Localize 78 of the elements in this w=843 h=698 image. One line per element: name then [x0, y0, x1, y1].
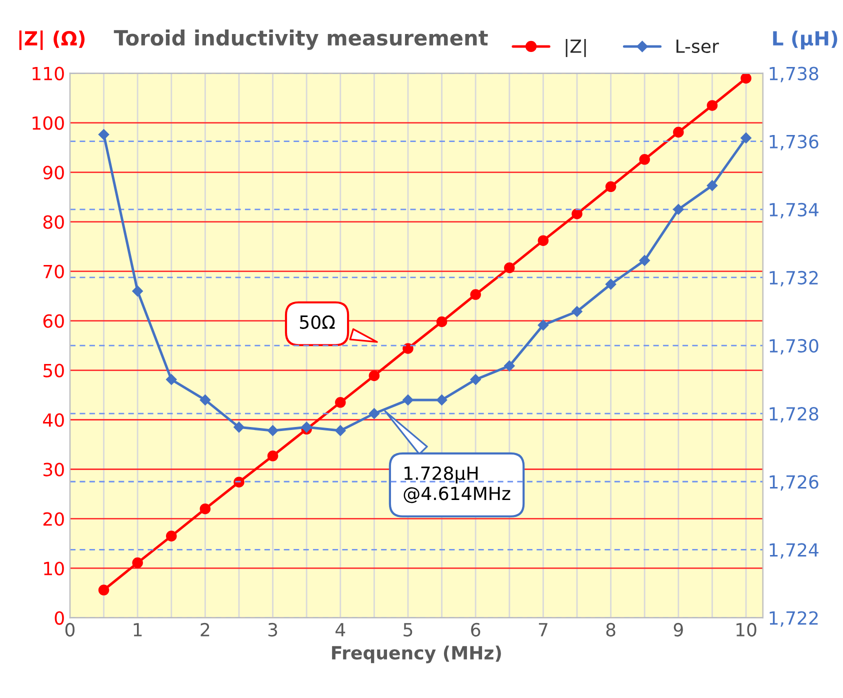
y2-tick-label: 1,730: [770, 338, 818, 354]
point: [234, 422, 244, 433]
y2-tick-label: 1,736: [770, 134, 818, 150]
point: [740, 132, 752, 144]
point: [402, 343, 414, 354]
point: [572, 208, 582, 220]
point: [436, 394, 448, 406]
y-tick-label: 70: [44, 264, 64, 278]
x-tick-label: 2: [200, 622, 210, 636]
y-tick-label: 40: [43, 413, 64, 427]
point: [166, 530, 177, 542]
x-tick-label: 1: [134, 623, 142, 636]
annotation: 50Ω: [300, 315, 335, 329]
point: [234, 476, 244, 488]
y-tick-label: 80: [43, 215, 64, 229]
point: [538, 320, 549, 331]
annotation: 1.728µH @4.614MHz: [404, 466, 510, 504]
x-tick-label: 4: [336, 623, 346, 636]
point: [402, 394, 414, 406]
x-tick-label: 8: [606, 622, 616, 637]
y2-tick-label: 1,734: [770, 202, 818, 218]
point: [335, 397, 346, 408]
point: [368, 408, 380, 419]
point: [470, 289, 481, 300]
y-tick-label: 20: [43, 512, 64, 526]
legend-label: |Z|: [566, 38, 586, 58]
y2-tick-label: 1,732: [770, 270, 818, 286]
point: [504, 262, 515, 274]
point: [605, 181, 616, 192]
y-tick-label: 100: [32, 116, 64, 130]
y2-axis-title: L (µH): [773, 30, 838, 50]
x-tick-label: 3: [268, 622, 278, 637]
point: [673, 126, 684, 138]
y2-tick-label: 1,728: [770, 407, 818, 423]
y-axis-title: |Z| (Ω): [19, 30, 85, 50]
y2-tick-label: 1,724: [770, 543, 818, 559]
point: [267, 450, 278, 462]
point: [605, 278, 616, 290]
x-tick-label: 9: [674, 622, 683, 637]
point: [740, 73, 752, 84]
point: [504, 360, 515, 372]
point: [200, 394, 211, 406]
x-tick-label: 7: [538, 623, 548, 636]
y2-tick-label: 1,738: [770, 66, 818, 82]
point: [706, 100, 718, 111]
point: [334, 425, 346, 436]
point: [132, 286, 144, 296]
y2-tick-label: 1,726: [770, 475, 818, 491]
point: [436, 316, 448, 328]
chart-title: Toroid inductivity measurement: [114, 30, 488, 50]
y-tick-label: 60: [43, 314, 64, 328]
x-tick-label: 6: [471, 622, 480, 637]
point: [200, 503, 211, 514]
y-tick-label: 30: [44, 462, 64, 476]
point: [672, 204, 684, 215]
point: [538, 235, 549, 246]
point: [98, 584, 110, 596]
point: [639, 154, 650, 165]
x-tick-label: 10: [736, 622, 756, 637]
x-axis-title: Frequency (MHz): [332, 646, 501, 664]
point: [132, 557, 143, 568]
y2-tick-label: 1,722: [770, 611, 818, 627]
point: [368, 370, 380, 382]
point: [706, 180, 718, 192]
point: [572, 306, 582, 317]
x-tick-label: 5: [404, 623, 412, 637]
y-tick-label: 50: [44, 364, 64, 378]
point: [98, 129, 110, 140]
point: [166, 374, 177, 385]
y-tick-label: 0: [54, 611, 64, 625]
point: [267, 425, 278, 436]
point: [470, 374, 482, 385]
y-tick-label: 10: [44, 562, 64, 576]
y-tick-label: 90: [43, 166, 64, 180]
legend-label: L-ser: [676, 40, 719, 54]
x-tick-label: 0: [65, 622, 75, 637]
y-tick-label: 110: [32, 66, 64, 80]
point: [639, 255, 650, 266]
